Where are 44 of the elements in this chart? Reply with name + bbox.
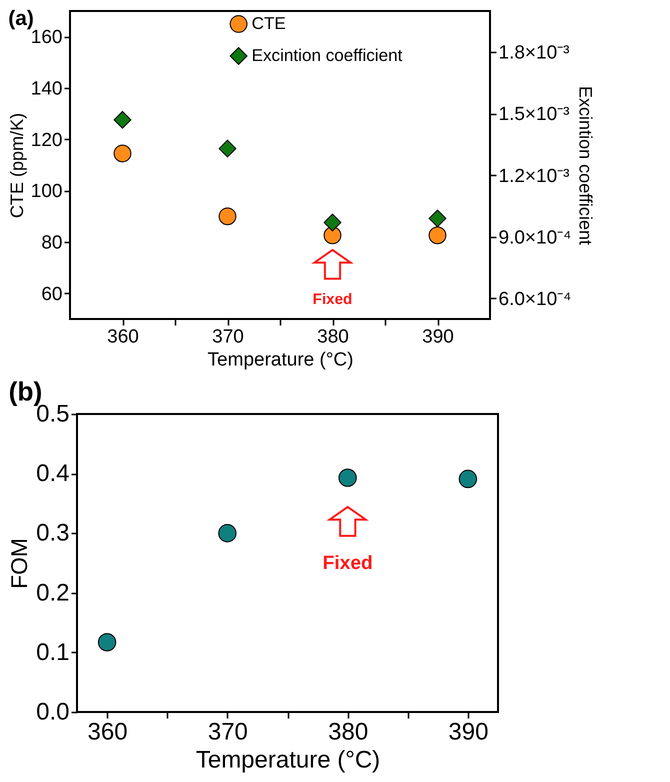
y-tick-label: 0.0 xyxy=(36,698,70,726)
point xyxy=(338,468,357,487)
y-axis-title: FOM xyxy=(6,538,32,589)
y2-axis-title: Excintion coefficient xyxy=(575,86,596,246)
point xyxy=(114,144,132,162)
y2-tick-label: 6.0×10⁻⁴ xyxy=(498,288,572,310)
y-tick-label: 0.4 xyxy=(36,460,70,488)
y2-tick-label: 1.8×10⁻³ xyxy=(498,42,570,64)
x-tick-label: 370 xyxy=(208,718,248,746)
y-tick-label: 100 xyxy=(30,181,62,202)
y-tick-label: 60 xyxy=(41,284,62,305)
y2-tick-label: 1.5×10⁻³ xyxy=(498,104,570,126)
y2-tick-label: 1.2×10⁻³ xyxy=(498,166,570,187)
x-axis-title: Temperature (°C) xyxy=(208,350,354,370)
point xyxy=(98,633,116,652)
point xyxy=(458,470,478,488)
point xyxy=(114,110,132,129)
x-tick-label: 380 xyxy=(328,718,368,746)
point xyxy=(218,140,236,158)
point xyxy=(324,226,342,244)
y2-tick-label: 9.0×10⁻⁴ xyxy=(498,227,572,248)
x-tick-label: 390 xyxy=(422,326,454,348)
y-tick-label: 80 xyxy=(41,232,62,254)
y-tick-label: 0.2 xyxy=(36,579,70,606)
y-tick-label: 0.3 xyxy=(36,520,70,547)
y-axis-title: CTE (ppm/K) xyxy=(6,112,27,218)
annotation: Fixed xyxy=(322,553,373,574)
legend-label: CTE xyxy=(252,14,286,33)
point xyxy=(428,226,446,244)
point xyxy=(218,207,236,226)
x-tick-label: 360 xyxy=(88,718,128,746)
point xyxy=(324,214,342,232)
y-tick-label: 120 xyxy=(30,130,62,151)
x-tick-label: 370 xyxy=(212,326,244,348)
point xyxy=(428,210,446,228)
x-tick-label: 360 xyxy=(107,326,139,348)
x-axis-title: Temperature (°C) xyxy=(196,746,380,774)
x-tick-label: 380 xyxy=(317,326,349,348)
annotation: Fixed xyxy=(312,290,352,308)
x-tick-label: 390 xyxy=(448,718,488,746)
y-tick-label: 140 xyxy=(30,78,62,100)
point xyxy=(218,524,237,542)
y-tick-label: 0.1 xyxy=(36,638,70,666)
legend-label: Excintion coefficient xyxy=(252,46,403,65)
